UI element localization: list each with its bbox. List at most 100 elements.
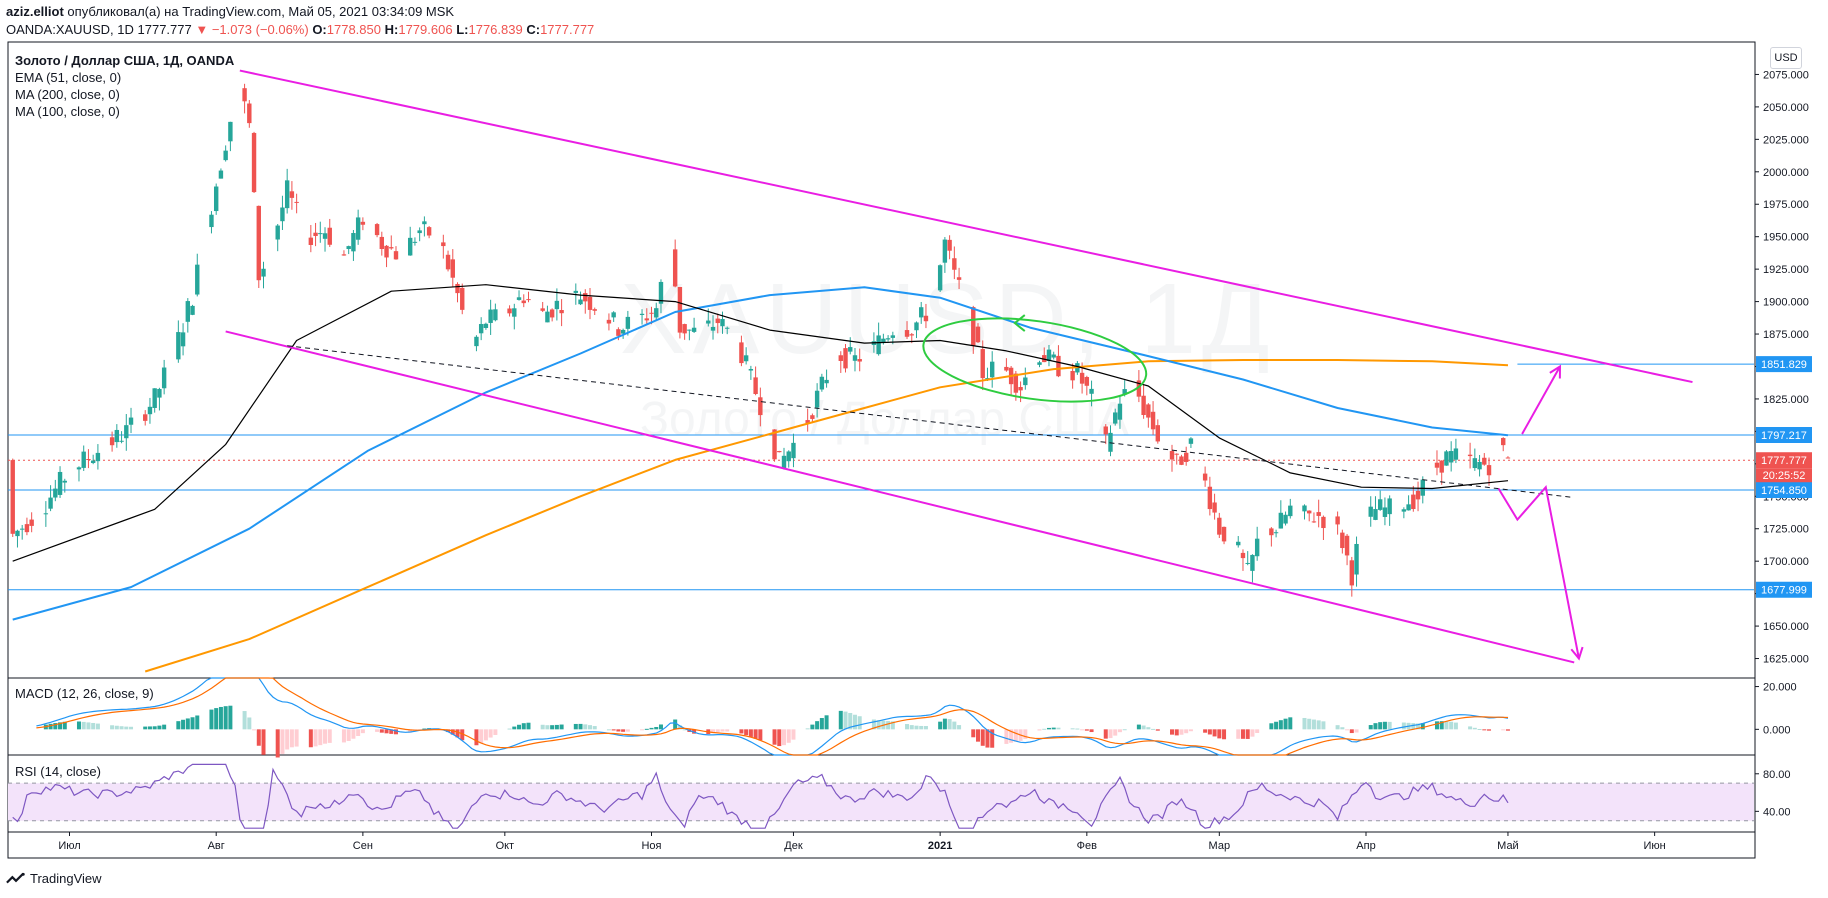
- macd-bar: [1222, 729, 1227, 740]
- macd-bar: [1245, 729, 1250, 739]
- candle: [677, 286, 683, 333]
- candle: [294, 201, 299, 203]
- candle: [1174, 453, 1179, 455]
- price-tick-label: 1700.000: [1763, 556, 1809, 568]
- macd-bar: [658, 724, 663, 730]
- macd-bar: [1179, 729, 1184, 735]
- macd-bar: [252, 729, 257, 731]
- macd-bar: [550, 725, 555, 730]
- legend-ema51[interactable]: EMA (51, close, 0): [15, 70, 122, 85]
- macd-bar: [275, 729, 280, 758]
- candle: [649, 312, 654, 314]
- macd-bar: [588, 725, 592, 730]
- low-label: L:: [456, 22, 469, 37]
- macd-bar: [739, 729, 744, 734]
- macd-bar: [621, 729, 626, 732]
- legend-ma100[interactable]: MA (100, close, 0): [15, 104, 120, 119]
- macd-bar: [890, 721, 895, 730]
- macd-bar: [990, 729, 995, 748]
- candle: [95, 452, 101, 462]
- macd-bar: [1444, 721, 1449, 730]
- candle: [1108, 432, 1113, 452]
- macd-bar: [1378, 722, 1383, 730]
- candle: [1411, 494, 1416, 510]
- candle: [725, 327, 730, 329]
- candle: [838, 355, 843, 361]
- macd-bar: [375, 729, 380, 732]
- candle: [209, 214, 214, 228]
- macd-bar: [1482, 729, 1487, 731]
- macd-bar: [1278, 720, 1283, 730]
- macd-bar: [1084, 729, 1089, 731]
- macd-bar: [1207, 729, 1212, 735]
- candle: [1354, 543, 1359, 575]
- candle: [890, 335, 896, 338]
- macd-bar: [616, 729, 621, 732]
- macd-bar: [1302, 717, 1307, 730]
- candle: [691, 327, 697, 332]
- macd-bar: [971, 729, 976, 738]
- level-price-label-bg: [1756, 426, 1812, 443]
- candle: [1415, 490, 1421, 500]
- candle: [620, 329, 626, 334]
- candle: [1122, 389, 1127, 395]
- candle: [1155, 425, 1161, 442]
- macd-bar: [1117, 729, 1122, 733]
- macd-bar: [786, 729, 791, 743]
- candle: [493, 309, 498, 321]
- candle: [881, 338, 886, 343]
- macd-bar: [247, 717, 252, 730]
- candle: [10, 460, 15, 534]
- macd-bar: [923, 726, 928, 730]
- candle: [223, 150, 228, 161]
- macd-bar: [1042, 728, 1047, 730]
- macd-bar: [517, 724, 522, 730]
- high-label: H:: [384, 22, 399, 37]
- time-tick-label: Сен: [353, 840, 373, 852]
- candle: [86, 458, 91, 460]
- macd-bar: [644, 728, 649, 730]
- rsi-label[interactable]: RSI (14, close): [15, 764, 101, 779]
- tradingview-mark-icon: [6, 872, 25, 883]
- macd-bar: [1240, 729, 1245, 739]
- macd-label[interactable]: MACD (12, 26, close, 9): [15, 686, 154, 701]
- macd-bar: [394, 729, 398, 735]
- macd-bar: [327, 729, 332, 743]
- macd-bar: [242, 711, 247, 730]
- currency-button[interactable]: USD: [1770, 47, 1802, 69]
- current-price-label: 1777.777: [1761, 455, 1807, 467]
- macd-bar: [190, 717, 195, 730]
- candle: [389, 247, 394, 249]
- legend-title[interactable]: Золото / Доллар США, 1Д, OANDA: [15, 53, 235, 68]
- publish-info: опубликовал(а) на TradingView.com, Май 0…: [67, 4, 455, 19]
- time-tick-label: Май: [1497, 840, 1519, 852]
- high-value: 1779.606: [398, 22, 453, 37]
- candle: [989, 361, 995, 378]
- time-tick-label: Дек: [784, 840, 803, 852]
- current-price-label-timer-bg: [1756, 468, 1812, 483]
- candle: [919, 307, 924, 318]
- candle: [313, 232, 318, 236]
- macd-bar: [1051, 727, 1056, 730]
- candle: [1117, 403, 1123, 420]
- dashed-trendline: [287, 345, 1575, 499]
- candle: [616, 329, 621, 336]
- candle: [1084, 377, 1090, 386]
- macd-bar: [1472, 727, 1477, 730]
- macd-bar: [611, 729, 616, 731]
- macd-bar: [308, 729, 313, 748]
- candle: [975, 326, 981, 343]
- author-name[interactable]: aziz.elliot: [6, 4, 64, 19]
- legend-ma200[interactable]: MA (200, close, 0): [15, 87, 120, 102]
- candle: [143, 414, 148, 421]
- tradingview-logo[interactable]: TradingView: [6, 871, 102, 886]
- candle: [128, 417, 134, 425]
- candle: [256, 205, 261, 281]
- candle: [280, 207, 285, 222]
- candle: [384, 245, 389, 258]
- candle: [843, 348, 848, 369]
- macd-bar: [289, 729, 294, 748]
- macd-bar: [483, 729, 488, 741]
- macd-bar: [980, 729, 985, 746]
